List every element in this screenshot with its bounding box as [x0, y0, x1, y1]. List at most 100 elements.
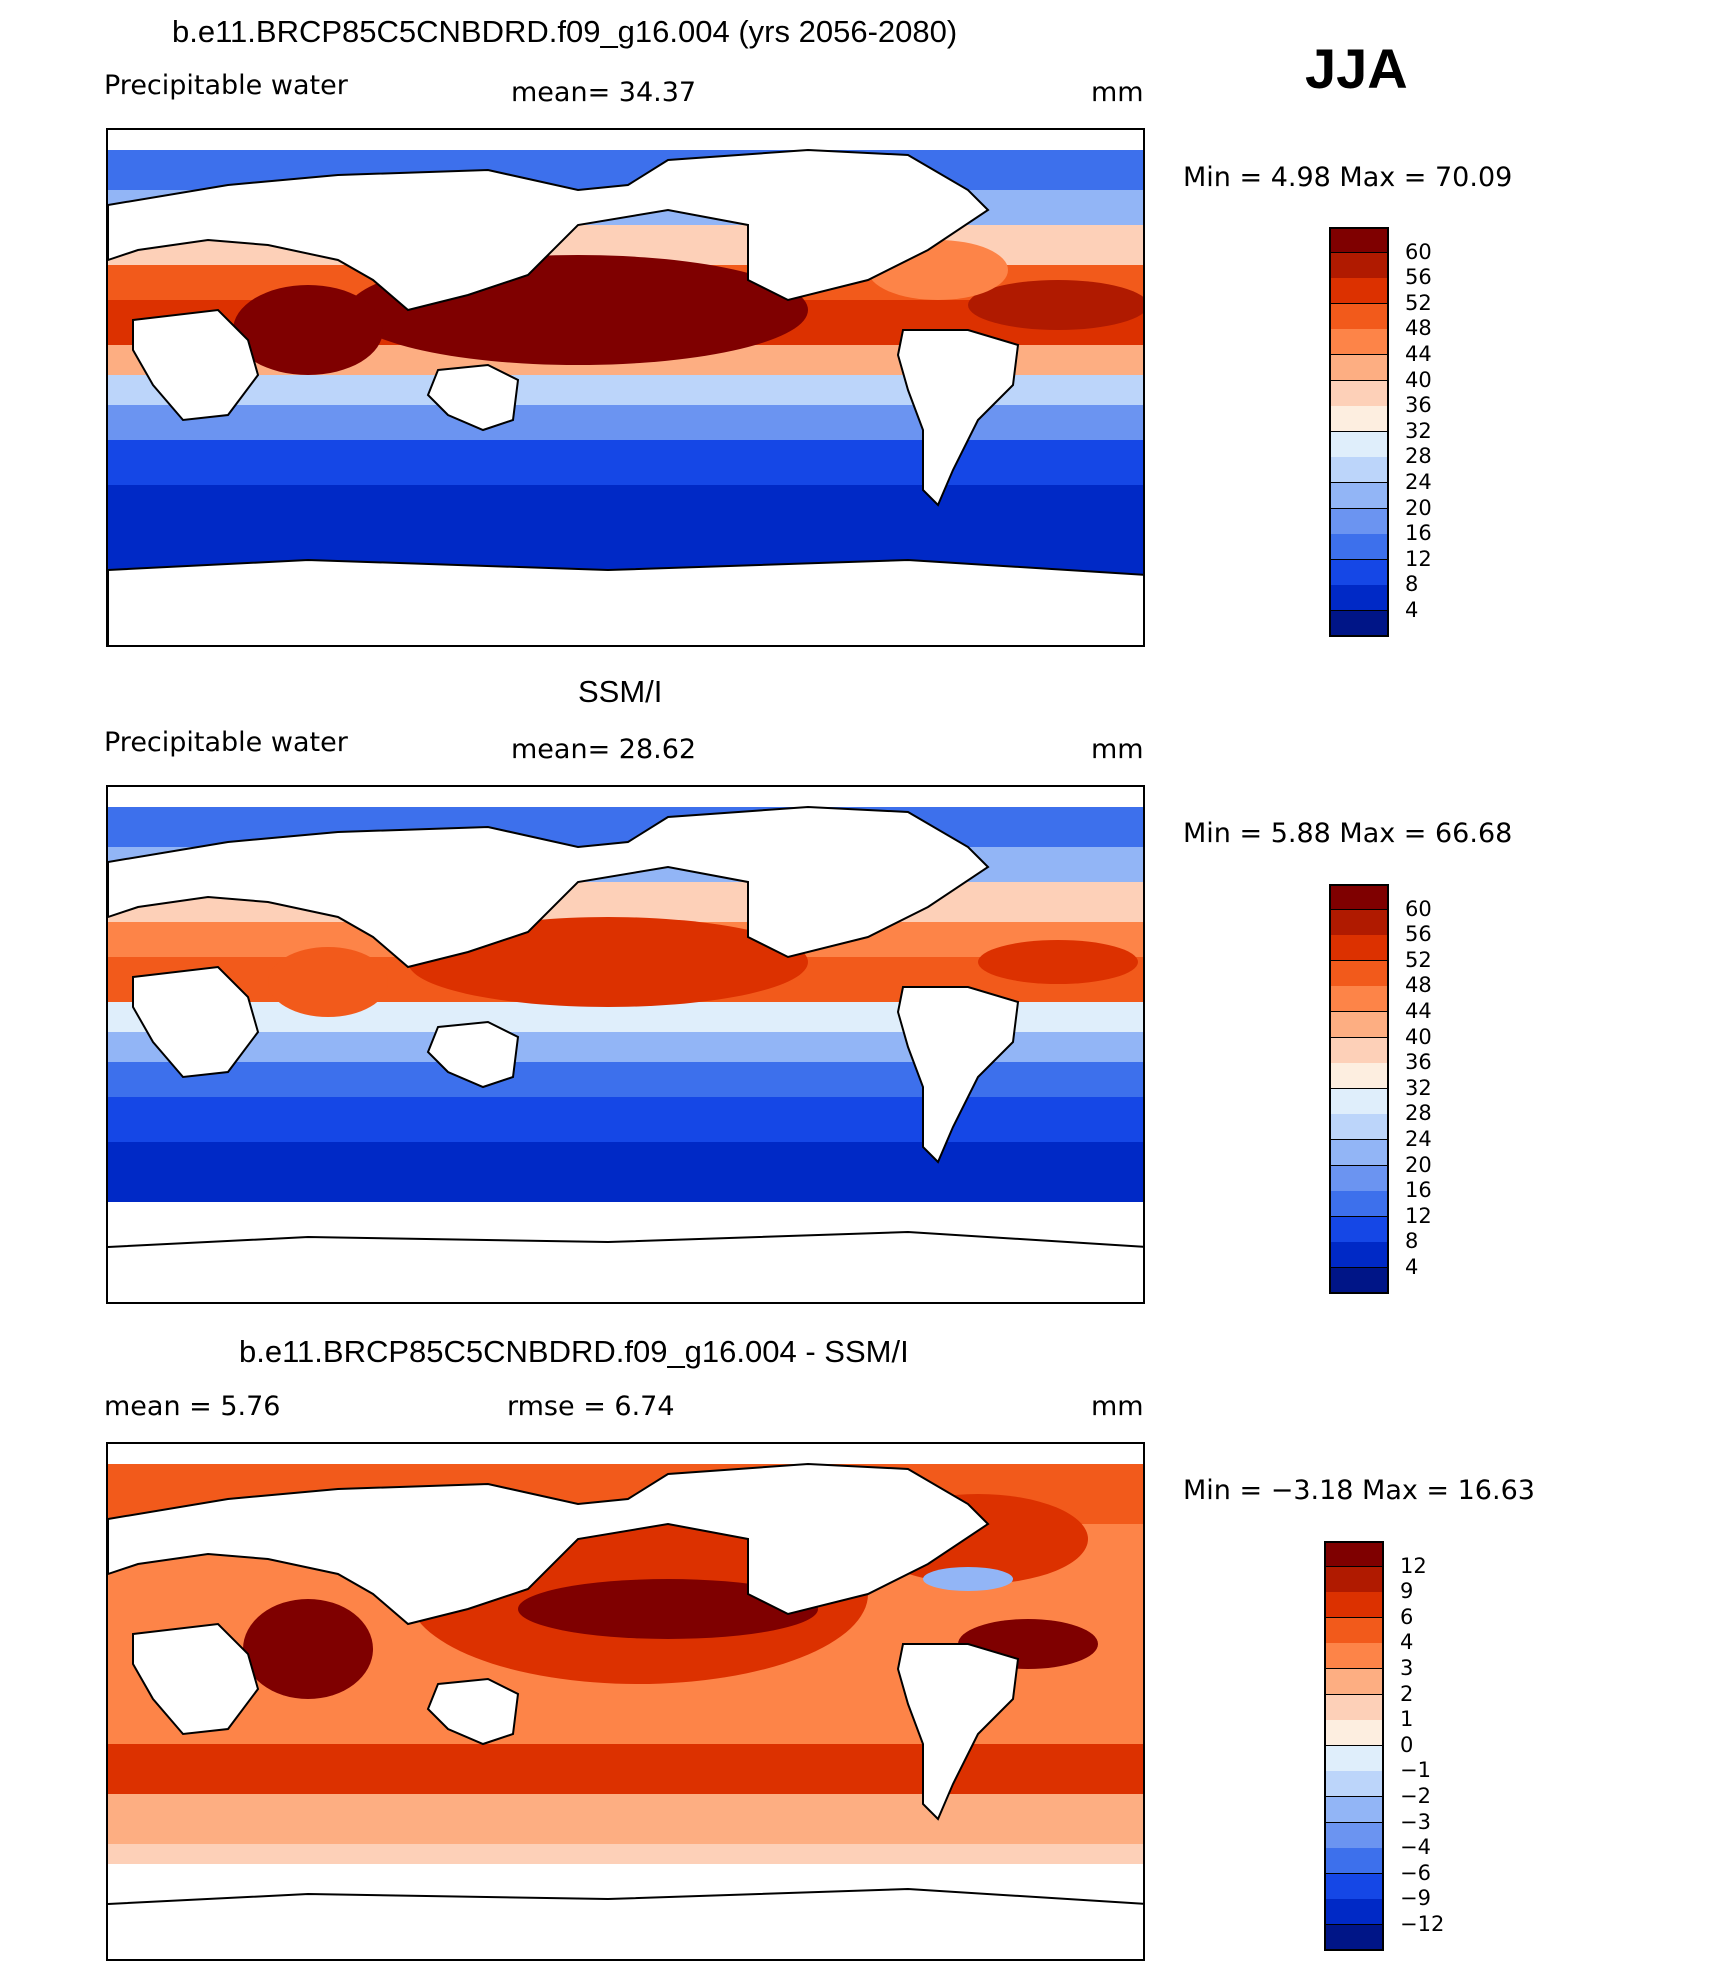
colorbar-tick-label: 60: [1405, 239, 1432, 264]
colorbar-tick-label: 48: [1405, 973, 1432, 998]
colorbar-swatch: [1329, 380, 1389, 407]
panel-model-variable-label: Precipitable water: [104, 70, 348, 101]
colorbar-tick-label: 36: [1405, 393, 1432, 418]
colorbar-swatch: [1329, 483, 1389, 510]
colorbar-swatch: [1329, 1063, 1389, 1090]
colorbar-swatch: [1329, 303, 1389, 330]
colorbar-tick-label: 20: [1405, 495, 1432, 520]
panel-diff-minmax: Min = −3.18 Max = 16.63: [1183, 1475, 1535, 1506]
colorbar-tick-label: −2: [1400, 1784, 1431, 1808]
colorbar-tick-label: 40: [1405, 367, 1432, 392]
colorbar-swatch: [1329, 986, 1389, 1013]
colorbar-swatch: [1329, 534, 1389, 561]
colorbar-swatch: [1324, 1566, 1384, 1593]
colorbar-tick-label: 4: [1405, 598, 1419, 622]
colorbar-tick-label: 28: [1405, 1101, 1432, 1126]
colorbar-swatch: [1329, 1012, 1389, 1039]
colorbar-tick-label: 24: [1405, 1127, 1432, 1151]
colorbar-tick-label: −1: [1400, 1758, 1431, 1783]
colorbar-tick-label: 12: [1400, 1553, 1427, 1578]
colorbar-tick-label: −4: [1400, 1835, 1431, 1860]
colorbar-tick-label: 60: [1405, 896, 1432, 921]
panel-diff-rmse: rmse = 6.74: [507, 1391, 675, 1422]
colorbar-swatch: [1329, 935, 1389, 962]
panel-obs-map: [106, 785, 1145, 1304]
panel-model-units: mm: [1091, 77, 1144, 108]
colorbar-tick-label: 52: [1405, 947, 1432, 972]
panel-diff-title: b.e11.BRCP85C5CNBDRD.f09_g16.004 - SSM/I: [239, 1334, 909, 1369]
colorbar-tick-label: 1: [1400, 1707, 1414, 1732]
colorbar-tick-label: 3: [1400, 1656, 1414, 1680]
colorbar-tick-label: 9: [1400, 1579, 1414, 1604]
colorbar-swatch: [1329, 909, 1389, 936]
colorbar-swatch: [1324, 1592, 1384, 1619]
colorbar-swatch: [1324, 1745, 1384, 1772]
colorbar-swatch: [1329, 884, 1389, 911]
panel-obs-minmax: Min = 5.88 Max = 66.68: [1183, 818, 1513, 849]
colorbar-swatch: [1329, 611, 1389, 638]
panel-obs-mean: mean= 28.62: [511, 734, 697, 765]
colorbar-swatch: [1324, 1822, 1384, 1849]
season-label: JJA: [1305, 37, 1408, 100]
colorbar-swatch: [1329, 278, 1389, 305]
colorbar-tick-label: 6: [1400, 1604, 1414, 1629]
colorbar-swatch: [1329, 406, 1389, 433]
colorbar-swatch: [1324, 1694, 1384, 1721]
colorbar-swatch: [1329, 1191, 1389, 1218]
colorbar-swatch: [1324, 1797, 1384, 1824]
colorbar-swatch: [1329, 252, 1389, 279]
panel-diff-units: mm: [1091, 1391, 1144, 1422]
colorbar-tick-label: 32: [1405, 1075, 1432, 1100]
colorbar-swatch: [1329, 960, 1389, 987]
colorbar-tick-label: 28: [1405, 444, 1432, 469]
colorbar-swatch: [1329, 1165, 1389, 1192]
panel-model-mean: mean= 34.37: [511, 77, 697, 108]
colorbar-tick-label: 20: [1405, 1152, 1432, 1177]
panel-obs-map-svg: [108, 805, 1143, 1302]
colorbar-swatch: [1329, 329, 1389, 356]
colorbar-tick-label: 12: [1405, 546, 1432, 571]
colorbar-swatch: [1329, 431, 1389, 458]
colorbar-tick-label: −12: [1400, 1912, 1445, 1936]
colorbar-swatch: [1324, 1541, 1384, 1568]
colorbar-tick-label: 8: [1405, 1229, 1419, 1254]
colorbar-tick-label: 4: [1400, 1630, 1414, 1655]
colorbar-swatch: [1329, 457, 1389, 484]
colorbar-tick-label: 52: [1405, 290, 1432, 315]
panel-model-title: b.e11.BRCP85C5CNBDRD.f09_g16.004 (yrs 20…: [172, 14, 958, 49]
colorbar-swatch: [1329, 1140, 1389, 1167]
colorbar-tick-label: −9: [1400, 1886, 1431, 1911]
panel-diff-map: [106, 1442, 1145, 1961]
colorbar-tick-label: −6: [1400, 1860, 1431, 1885]
colorbar-tick-label: 56: [1405, 265, 1432, 290]
colorbar-swatch: [1329, 508, 1389, 535]
colorbar-swatch: [1329, 559, 1389, 586]
colorbar-swatch: [1329, 1114, 1389, 1141]
colorbar-tick-label: 44: [1405, 342, 1432, 366]
colorbar-swatch: [1329, 227, 1389, 254]
panel-diff-mean: mean = 5.76: [104, 1391, 281, 1422]
colorbar-tick-label: 44: [1405, 999, 1432, 1023]
panel-model-minmax: Min = 4.98 Max = 70.09: [1183, 162, 1513, 193]
panel-model-map: [106, 128, 1145, 647]
colorbar-tick-label: 56: [1405, 922, 1432, 947]
colorbar-swatch: [1324, 1925, 1384, 1952]
colorbar-swatch: [1329, 1088, 1389, 1115]
panel-obs-variable-label: Precipitable water: [104, 727, 348, 758]
colorbar-swatch: [1324, 1899, 1384, 1926]
colorbar-tick-label: 0: [1400, 1732, 1414, 1757]
colorbar-swatch: [1324, 1617, 1384, 1644]
colorbar-tick-label: 4: [1405, 1255, 1419, 1279]
colorbar-swatch: [1329, 1216, 1389, 1243]
colorbar-swatch: [1324, 1643, 1384, 1670]
colorbar-tick-label: 36: [1405, 1050, 1432, 1075]
panel-obs-units: mm: [1091, 734, 1144, 765]
panel-obs-title: SSM/I: [578, 674, 663, 709]
colorbar-swatch: [1329, 1037, 1389, 1064]
colorbar-swatch: [1329, 585, 1389, 612]
colorbar-tick-label: 32: [1405, 418, 1432, 443]
colorbar-swatch: [1329, 355, 1389, 382]
colorbar-tick-label: 12: [1405, 1203, 1432, 1228]
colorbar-tick-label: 16: [1405, 1178, 1432, 1203]
colorbar-swatch: [1324, 1669, 1384, 1696]
